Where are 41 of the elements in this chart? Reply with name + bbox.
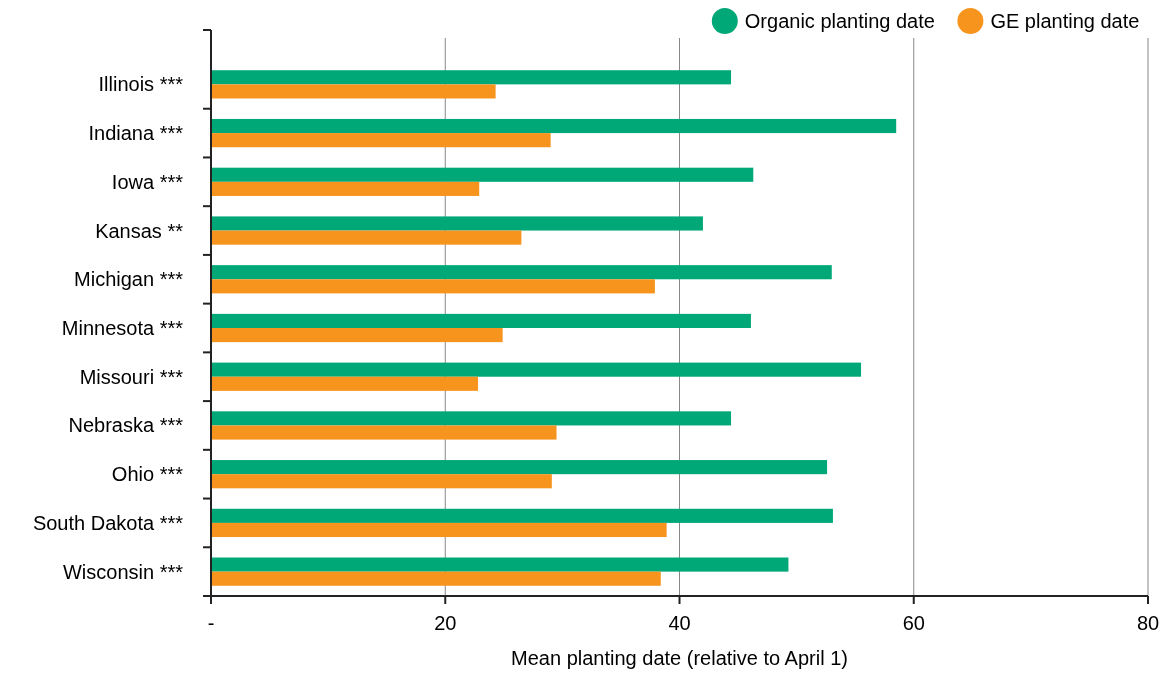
bar xyxy=(211,265,832,280)
y-tick-label: Michigan *** xyxy=(74,268,184,291)
bar xyxy=(211,376,479,391)
y-tick-label: Indiana *** xyxy=(88,122,184,145)
bar xyxy=(211,460,828,475)
bar xyxy=(211,313,751,328)
bar xyxy=(211,522,667,538)
bar xyxy=(211,70,732,85)
x-axis-title: Mean planting date (relative to April 1) xyxy=(511,647,848,669)
y-tick-label: Missouri *** xyxy=(79,365,184,388)
bar xyxy=(211,328,503,343)
bar xyxy=(211,181,480,196)
y-tick-label: Illinois *** xyxy=(98,73,184,96)
y-tick-label: Minnesota *** xyxy=(61,317,184,339)
x-tick-label: 20 xyxy=(434,612,457,634)
bar xyxy=(211,216,703,231)
bar xyxy=(211,425,557,440)
bar xyxy=(211,118,897,134)
x-tick-label: - xyxy=(207,612,215,634)
bar xyxy=(211,557,789,572)
bar xyxy=(211,508,833,523)
x-tick-label: 60 xyxy=(902,612,925,634)
bar xyxy=(211,230,522,245)
bar xyxy=(211,279,655,294)
bar xyxy=(211,571,661,586)
bar xyxy=(211,84,496,99)
x-tick-label: 40 xyxy=(668,612,691,634)
y-tick-label: South Dakota *** xyxy=(32,511,184,534)
legend-label: GE planting date xyxy=(990,10,1140,32)
y-tick-label: Ohio *** xyxy=(111,463,184,486)
bar xyxy=(211,411,732,426)
y-tick-label: Nebraska *** xyxy=(68,414,184,437)
legend-label: Organic planting date xyxy=(744,10,935,32)
bar xyxy=(211,474,552,489)
x-tick-label: 80 xyxy=(1136,612,1160,634)
bar xyxy=(211,167,754,182)
bar xyxy=(211,133,551,148)
bar xyxy=(211,362,862,377)
y-tick-label: Kansas ** xyxy=(95,219,184,242)
y-tick-label: Wisconsin *** xyxy=(62,560,184,583)
y-tick-label: Iowa *** xyxy=(111,170,184,193)
